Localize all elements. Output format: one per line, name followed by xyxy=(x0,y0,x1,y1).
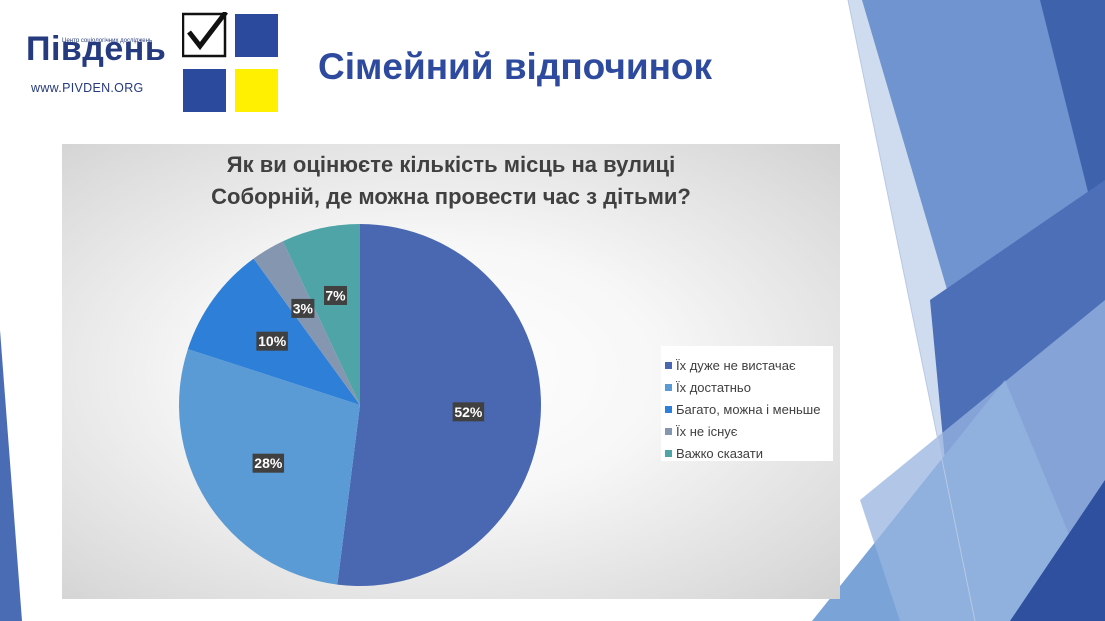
blue-square-bottom xyxy=(183,69,226,112)
slide-title: Сімейний відпочинок xyxy=(318,46,713,87)
slice-data-label-2: 28% xyxy=(252,453,285,473)
logo-url: www.PIVDEN.ORG xyxy=(31,81,144,95)
slice-data-label-1: 52% xyxy=(452,402,485,422)
logo-squares xyxy=(182,12,278,112)
checkmark-icon xyxy=(187,12,228,51)
pie-chart: 52% 28% 10% 3% 7% xyxy=(179,224,541,586)
legend-swatch xyxy=(665,428,672,435)
chart-title-line-1: Як ви оцінюєте кількість місць на вулиці xyxy=(226,152,676,177)
yellow-square xyxy=(235,69,278,112)
legend-swatch xyxy=(665,450,672,457)
label-text: 7% xyxy=(325,287,346,303)
label-box xyxy=(291,298,315,318)
label-box xyxy=(252,453,285,473)
pie-slice-5 xyxy=(282,224,360,405)
legend-swatch xyxy=(665,362,672,369)
legend-label: Багато, можна і меньше xyxy=(676,402,821,417)
logo-subtitle: Центр соціологічних досліджень xyxy=(62,38,153,44)
chart-legend: Їх дуже не вистачає Їх достатньо Багато, м… xyxy=(661,346,833,461)
pie-slice-4 xyxy=(253,241,360,405)
legend-label: Важко сказати xyxy=(676,446,763,461)
slice-data-label-4: 3% xyxy=(291,298,315,318)
label-box xyxy=(256,331,288,351)
legend-label: Їх достатньо xyxy=(676,380,751,395)
slice-data-label-5: 7% xyxy=(324,285,348,305)
label-text: 28% xyxy=(254,455,283,471)
label-box xyxy=(324,285,348,305)
label-text: 10% xyxy=(258,333,287,349)
chart-area: Як ви оцінюєте кількість місць на вулиці… xyxy=(62,144,840,599)
pie-slice-1 xyxy=(337,224,541,586)
label-text: 52% xyxy=(454,404,483,420)
legend-label: Їх не існує xyxy=(676,424,738,439)
legend-swatch xyxy=(665,384,672,391)
chart-title-line-2: Соборній, де можна провести час з дітьми… xyxy=(211,184,691,209)
blue-square-top xyxy=(235,14,278,57)
label-text: 3% xyxy=(293,300,314,316)
slice-data-label-3: 10% xyxy=(256,331,288,351)
label-box xyxy=(452,402,485,422)
bg-line xyxy=(847,0,976,621)
bg-facet-overlay xyxy=(860,300,1105,621)
bg-facet-corner xyxy=(1010,480,1105,621)
legend-swatch xyxy=(665,406,672,413)
legend-label: Їх дуже не вистачає xyxy=(676,358,796,373)
logo-wordmark: Південь xyxy=(26,30,167,68)
bg-left-facet xyxy=(0,330,22,621)
